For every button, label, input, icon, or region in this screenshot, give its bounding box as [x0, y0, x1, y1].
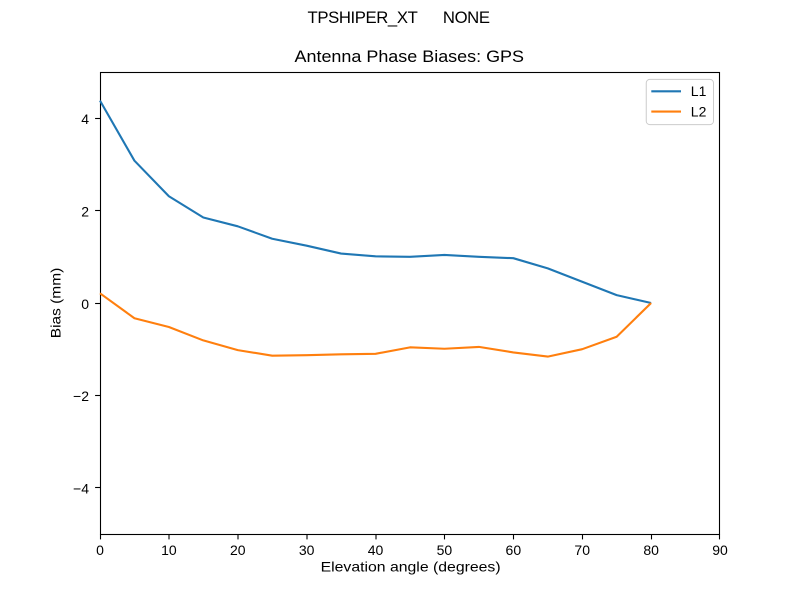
- svg-text:60: 60: [506, 542, 522, 558]
- svg-text:L2: L2: [691, 103, 707, 119]
- svg-text:10: 10: [161, 542, 177, 558]
- svg-text:−4: −4: [73, 481, 89, 497]
- svg-text:0: 0: [81, 296, 89, 312]
- svg-text:−2: −2: [73, 388, 89, 404]
- svg-text:Bias (mm): Bias (mm): [48, 268, 64, 339]
- svg-text:30: 30: [299, 542, 315, 558]
- svg-text:90: 90: [712, 542, 728, 558]
- svg-text:0: 0: [96, 542, 104, 558]
- svg-text:80: 80: [643, 542, 659, 558]
- svg-text:L1: L1: [691, 83, 707, 99]
- svg-text:50: 50: [437, 542, 453, 558]
- svg-text:Antenna Phase Biases: GPS: Antenna Phase Biases: GPS: [295, 47, 525, 66]
- svg-text:2: 2: [81, 203, 89, 219]
- svg-text:Elevation angle (degrees): Elevation angle (degrees): [321, 559, 501, 575]
- svg-text:40: 40: [368, 542, 384, 558]
- svg-text:4: 4: [81, 111, 89, 127]
- svg-text:20: 20: [230, 542, 246, 558]
- svg-text:70: 70: [574, 542, 590, 558]
- svg-text:TPSHIPER_XT NONE: TPSHIPER_XT NONE: [308, 8, 491, 27]
